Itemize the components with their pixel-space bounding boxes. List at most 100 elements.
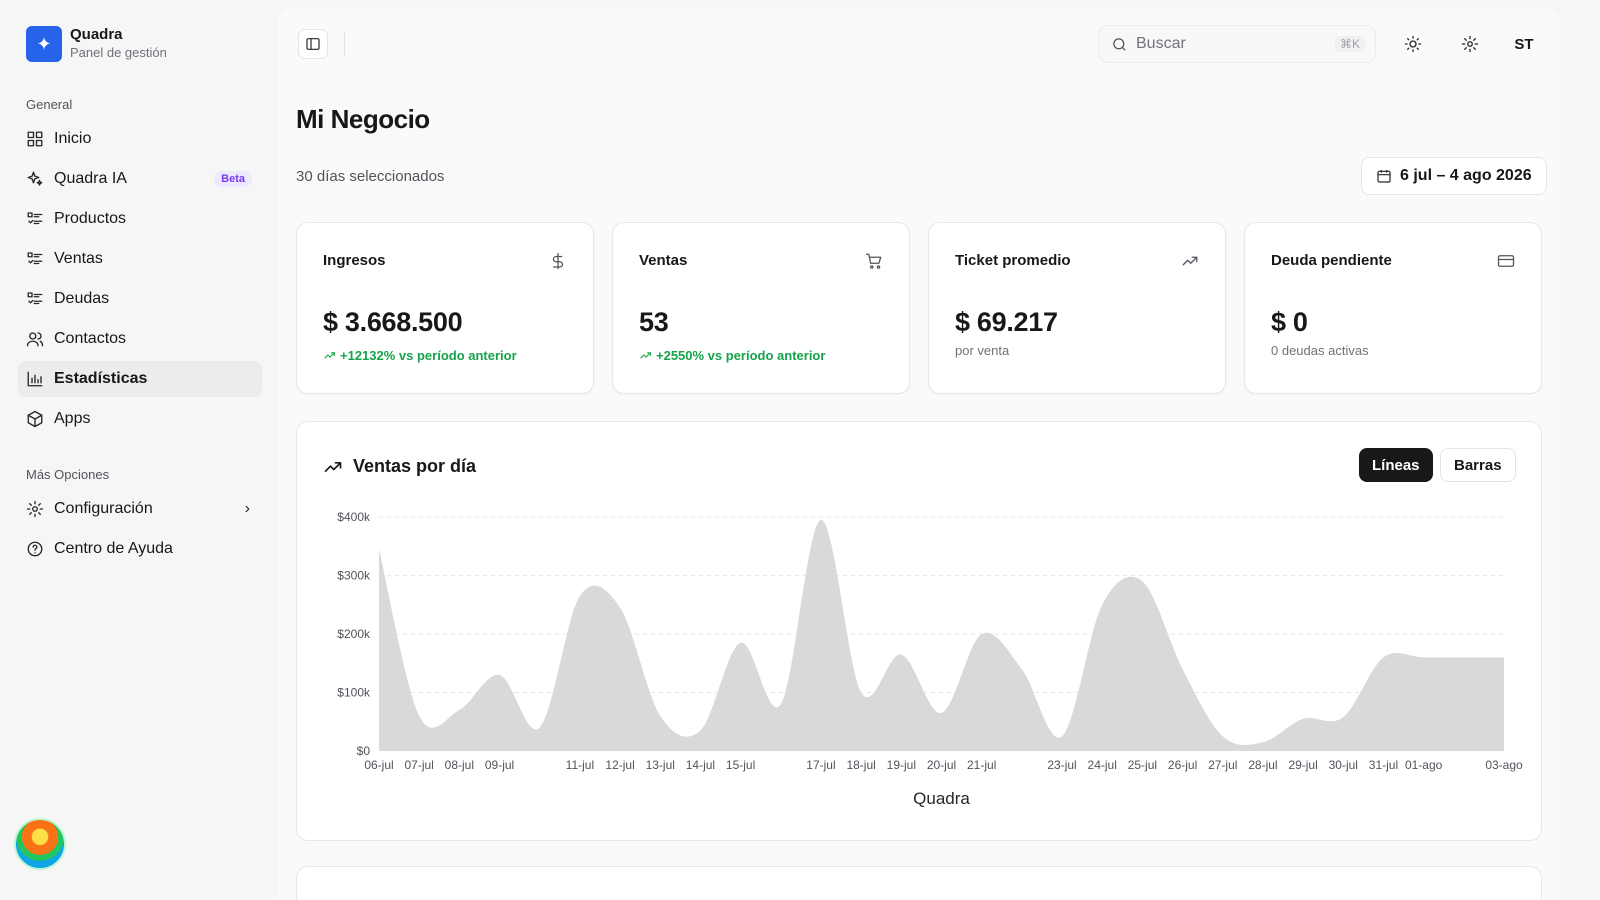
- sidebar-item-inicio[interactable]: Inicio: [18, 121, 262, 157]
- x-tick-label: 07-jul: [404, 758, 433, 772]
- card-delta-text: +12132% vs período anterior: [340, 348, 517, 363]
- data-point-19-jul[interactable]: [898, 651, 904, 657]
- sidebar-item-contactos[interactable]: Contactos: [18, 321, 262, 357]
- settings-button[interactable]: [1455, 29, 1485, 59]
- x-tick-label: 25-jul: [1128, 758, 1157, 772]
- workspace-avatar[interactable]: [14, 818, 66, 870]
- data-point-16-jul[interactable]: [778, 701, 784, 707]
- data-point-27-jul[interactable]: [1220, 733, 1226, 739]
- brand-subtitle: Panel de gestión: [70, 45, 167, 60]
- sidebar-item-productos[interactable]: Productos: [18, 201, 262, 237]
- sidebar-item-label: Quadra IA: [54, 170, 127, 187]
- data-point-15-jul[interactable]: [738, 640, 744, 646]
- sidebar-item-configuracion[interactable]: Configuración ›: [18, 491, 262, 527]
- x-tick-label: 14-jul: [686, 758, 715, 772]
- bar-chart-icon: [26, 370, 44, 388]
- toggle-lines-button[interactable]: Líneas: [1359, 448, 1433, 482]
- credit-card-icon: [1497, 252, 1515, 270]
- page-title: Mi Negocio: [296, 104, 430, 134]
- date-range-button[interactable]: 6 jul – 4 ago 2026: [1361, 157, 1547, 195]
- sidebar-toggle-button[interactable]: [298, 29, 328, 59]
- sales-area-chart[interactable]: $0 $100k $200k $300k $400k 06-jul 07-jul 08-jul…: [297, 422, 1543, 842]
- data-point-17-jul[interactable]: [818, 517, 824, 523]
- grid-icon: [26, 130, 44, 148]
- search-box[interactable]: ⌘K: [1098, 25, 1376, 63]
- toggle-bars-button[interactable]: Barras: [1440, 448, 1516, 482]
- card-title: Ventas: [639, 252, 688, 269]
- sidebar-item-apps[interactable]: Apps: [18, 401, 262, 437]
- data-point-10-jul[interactable]: [537, 725, 543, 731]
- data-point-22-jul[interactable]: [1019, 666, 1025, 672]
- user-avatar[interactable]: ST: [1514, 35, 1534, 53]
- data-point-02-ago[interactable]: [1461, 654, 1467, 660]
- x-tick-label: 21-jul: [967, 758, 996, 772]
- data-point-07-jul[interactable]: [416, 713, 422, 719]
- kpi-card-deuda-pendiente: Deuda pendiente $ 0 0 deudas activas: [1244, 222, 1542, 394]
- list-icon: [26, 210, 44, 228]
- theme-toggle-button[interactable]: [1398, 29, 1428, 59]
- data-point-01-ago[interactable]: [1421, 654, 1427, 660]
- search-input[interactable]: [1136, 35, 1326, 53]
- x-axis-label: Quadra: [913, 789, 970, 808]
- list-icon: [26, 250, 44, 268]
- chart-title-text: Ventas por día: [353, 456, 477, 476]
- y-tick-label: $200k: [337, 627, 371, 641]
- data-point-09-jul[interactable]: [497, 672, 503, 678]
- group-label-general: General: [26, 97, 73, 112]
- kpi-card-ingresos: Ingresos $ 3.668.500 +12132% vs período …: [296, 222, 594, 394]
- data-point-13-jul[interactable]: [657, 713, 663, 719]
- data-point-24-jul[interactable]: [1099, 602, 1105, 608]
- x-tick-label: 01-ago: [1405, 758, 1443, 772]
- sidebar-item-label: Estadísticas: [54, 370, 148, 387]
- y-tick-label: $100k: [337, 686, 371, 700]
- data-point-28-jul[interactable]: [1260, 739, 1266, 745]
- sidebar-item-label: Deudas: [54, 290, 110, 307]
- x-tick-label: 26-jul: [1168, 758, 1197, 772]
- x-tick-label: 08-jul: [445, 758, 474, 772]
- trending-up-icon: [1181, 252, 1199, 270]
- sidebar-item-deudas[interactable]: Deudas: [18, 281, 262, 317]
- sparkle-icon: ✦: [26, 26, 62, 62]
- data-point-14-jul[interactable]: [697, 728, 703, 734]
- sidebar-item-ventas[interactable]: Ventas: [18, 241, 262, 277]
- card-note: por venta: [955, 343, 1010, 358]
- box-icon: [26, 410, 44, 428]
- data-point-06-jul[interactable]: [376, 546, 382, 552]
- data-point-23-jul[interactable]: [1059, 733, 1065, 739]
- data-point-21-jul[interactable]: [979, 631, 985, 637]
- data-point-18-jul[interactable]: [858, 690, 864, 696]
- sidebar-item-centro-ayuda[interactable]: Centro de Ayuda: [18, 531, 262, 567]
- search-shortcut: ⌘K: [1334, 36, 1365, 52]
- trending-up-icon: [640, 352, 651, 359]
- data-point-31-jul[interactable]: [1380, 654, 1386, 660]
- data-point-11-jul[interactable]: [577, 593, 583, 599]
- card-value: $ 0: [1271, 307, 1308, 337]
- sidebar-item-label: Inicio: [54, 130, 92, 147]
- y-tick-label: $400k: [337, 510, 371, 524]
- sidebar-item-quadra-ia[interactable]: Quadra IA Beta: [18, 161, 262, 197]
- data-point-08-jul[interactable]: [456, 707, 462, 713]
- card-value: 53: [639, 307, 669, 337]
- brand[interactable]: ✦ Quadra Panel de gestión: [26, 26, 167, 62]
- kpi-card-ticket-promedio: Ticket promedio $ 69.217 por venta: [928, 222, 1226, 394]
- beta-badge: Beta: [214, 171, 252, 187]
- x-tick-label: 30-jul: [1329, 758, 1358, 772]
- data-point-03-ago[interactable]: [1501, 654, 1507, 660]
- data-point-26-jul[interactable]: [1180, 666, 1186, 672]
- main-panel: ⌘K ST Mi Negocio 30 días seleccionados 6…: [278, 8, 1560, 900]
- data-point-25-jul[interactable]: [1139, 578, 1145, 584]
- sidebar-nav-general: Inicio Quadra IA Beta Productos Ventas D…: [18, 121, 262, 441]
- data-point-30-jul[interactable]: [1340, 714, 1346, 720]
- sun-icon: [1404, 35, 1422, 53]
- x-tick-label: 09-jul: [485, 758, 514, 772]
- x-tick-label: 18-jul: [846, 758, 875, 772]
- data-point-29-jul[interactable]: [1300, 716, 1306, 722]
- sidebar-item-estadisticas[interactable]: Estadísticas: [18, 361, 262, 397]
- dollar-icon: [549, 252, 567, 270]
- data-point-12-jul[interactable]: [617, 605, 623, 611]
- x-tick-label: 17-jul: [806, 758, 835, 772]
- x-tick-label: 06-jul: [364, 758, 393, 772]
- sales-area-series[interactable]: [379, 519, 1504, 751]
- x-tick-label: 11-jul: [566, 758, 594, 772]
- data-point-20-jul[interactable]: [939, 710, 945, 716]
